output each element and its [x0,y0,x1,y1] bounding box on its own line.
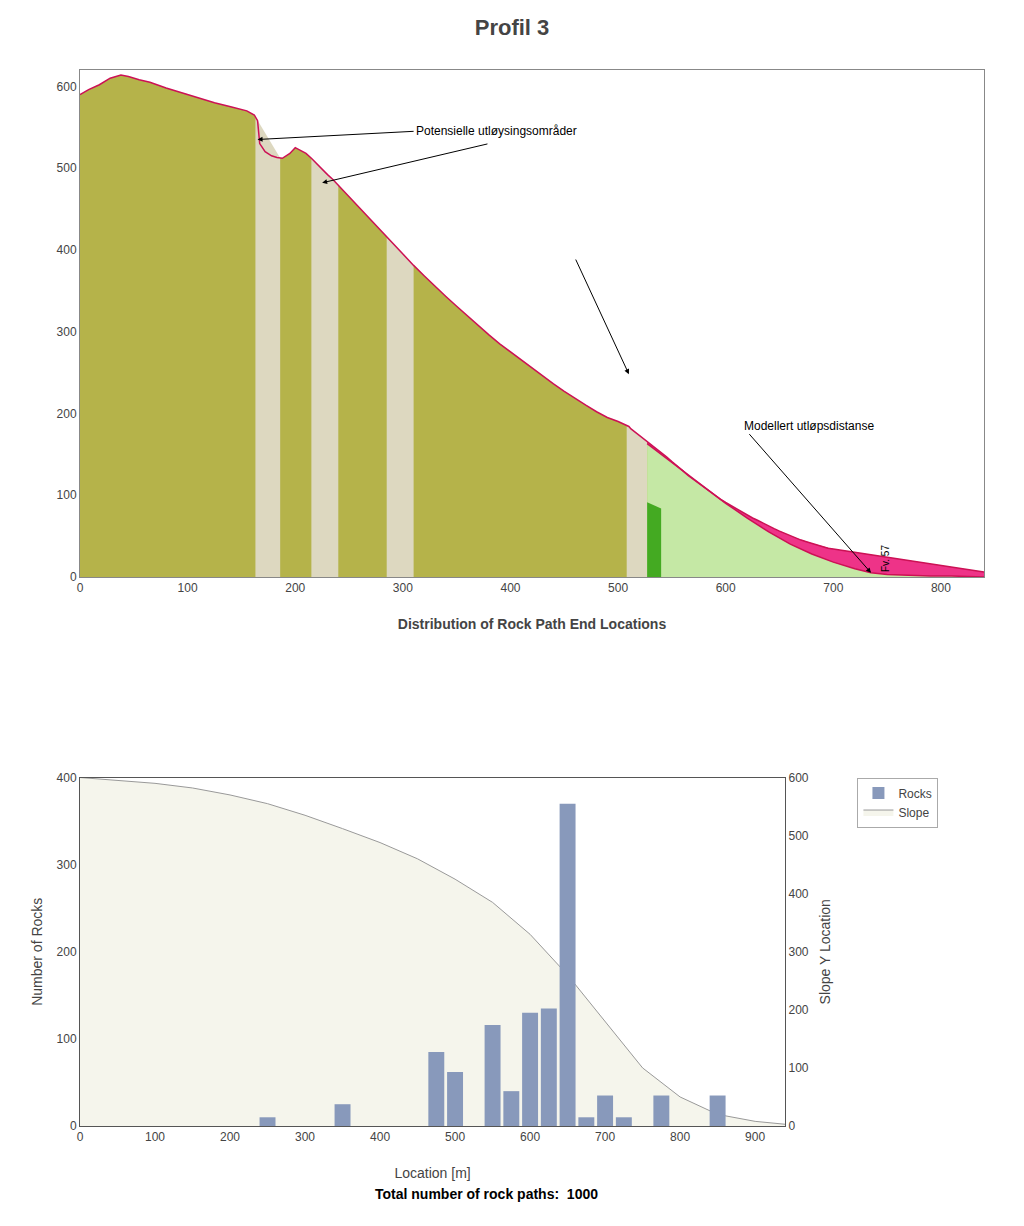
svg-text:Modellert utløpsdistanse: Modellert utløpsdistanse [744,419,874,433]
svg-text:200: 200 [220,1130,240,1144]
svg-text:100: 100 [145,1130,165,1144]
svg-text:200: 200 [789,1003,809,1017]
svg-text:100: 100 [178,581,198,595]
svg-text:Profil 3: Profil 3 [475,15,550,40]
svg-text:600: 600 [716,581,736,595]
svg-text:600: 600 [520,1130,540,1144]
svg-text:0: 0 [77,581,84,595]
svg-text:200: 200 [57,945,77,959]
svg-text:800: 800 [670,1130,690,1144]
svg-text:300: 300 [789,945,809,959]
svg-text:400: 400 [370,1130,390,1144]
svg-text:0: 0 [789,1119,796,1133]
svg-text:0: 0 [70,1119,77,1133]
svg-text:400: 400 [57,771,77,785]
svg-text:500: 500 [57,161,77,175]
svg-text:0: 0 [70,570,77,584]
svg-text:300: 300 [57,858,77,872]
svg-text:Potensielle utløysingsområder: Potensielle utløysingsområder [416,124,577,138]
svg-text:500: 500 [789,829,809,843]
svg-text:200: 200 [285,581,305,595]
svg-text:200: 200 [57,407,77,421]
svg-text:300: 300 [295,1130,315,1144]
svg-text:100: 100 [57,1032,77,1046]
svg-text:Fv. 57: Fv. 57 [880,545,891,572]
svg-text:100: 100 [789,1061,809,1075]
svg-text:400: 400 [57,243,77,257]
svg-text:Rocks: Rocks [898,787,931,801]
svg-text:600: 600 [57,80,77,94]
svg-text:400: 400 [789,887,809,901]
svg-text:300: 300 [393,581,413,595]
svg-text:Number of Rocks: Number of Rocks [29,898,45,1006]
svg-text:Total number of rock paths: 1: Total number of rock paths: 1000 [375,1186,598,1202]
svg-text:500: 500 [445,1130,465,1144]
svg-text:300: 300 [57,325,77,339]
svg-text:500: 500 [608,581,628,595]
svg-text:600: 600 [789,771,809,785]
svg-text:400: 400 [500,581,520,595]
svg-text:Slope Y Location: Slope Y Location [817,899,833,1004]
svg-text:900: 900 [745,1130,765,1144]
svg-text:Slope: Slope [898,806,929,820]
svg-text:100: 100 [57,488,77,502]
svg-text:700: 700 [595,1130,615,1144]
svg-text:800: 800 [931,581,951,595]
svg-text:Distribution of Rock Path End: Distribution of Rock Path End Locations [398,616,667,632]
svg-text:Location [m]: Location [m] [394,1165,470,1181]
svg-text:700: 700 [823,581,843,595]
svg-text:0: 0 [77,1130,84,1144]
